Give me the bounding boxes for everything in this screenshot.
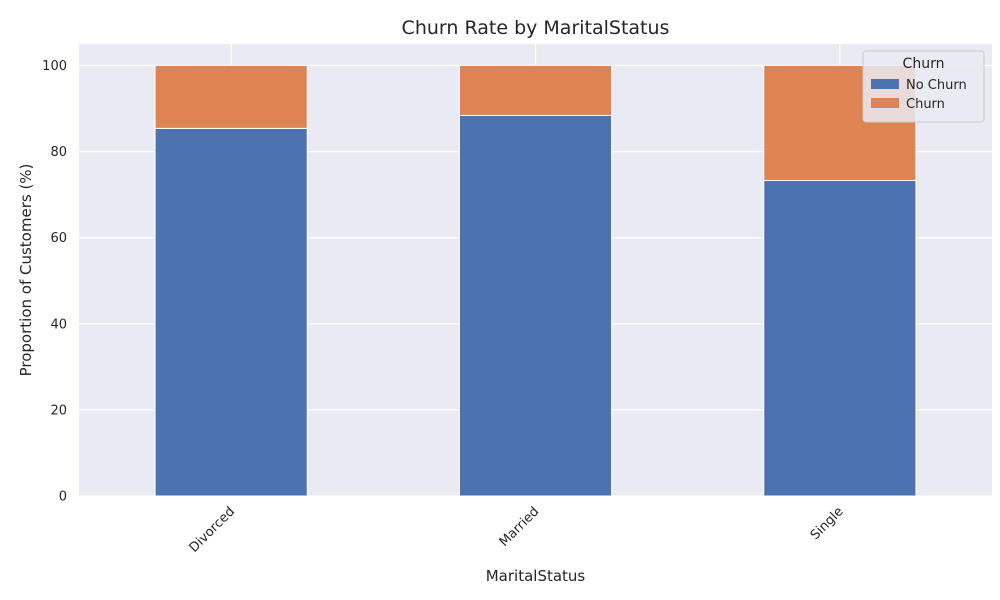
bar-churn-married — [458, 65, 613, 116]
y-tick-label: 40 — [50, 317, 67, 332]
legend-label-churn: Churn — [906, 97, 945, 112]
y-axis-ticks: 0 20 40 60 80 100 — [42, 59, 67, 504]
legend-title: Churn — [903, 56, 945, 72]
bar-no-churn-single — [763, 179, 917, 497]
legend-label-no-churn: No Churn — [906, 78, 967, 93]
x-axis-label: MaritalStatus — [486, 567, 586, 585]
y-tick-label: 60 — [50, 231, 67, 246]
x-tick-label: Divorced — [187, 504, 238, 555]
legend-swatch-no-churn — [871, 79, 899, 89]
chart-title: Churn Rate by MaritalStatus — [402, 17, 670, 39]
bar-no-churn-married — [458, 114, 613, 497]
y-tick-label: 0 — [59, 490, 67, 505]
legend: Churn No Churn Churn — [862, 50, 985, 123]
bar-no-churn-divorced — [154, 127, 308, 497]
y-tick-label: 80 — [50, 145, 67, 160]
y-axis-label: Proportion of Customers (%) — [17, 164, 35, 377]
bar-churn-divorced — [154, 65, 308, 129]
y-tick-label: 20 — [50, 403, 67, 418]
x-tick-label: Single — [808, 504, 847, 543]
legend-swatch-churn — [871, 98, 899, 108]
y-tick-label: 100 — [42, 59, 67, 74]
bars — [154, 65, 917, 497]
x-tick-label: Married — [497, 504, 543, 550]
x-axis-ticks: Divorced Married Single — [187, 504, 847, 555]
